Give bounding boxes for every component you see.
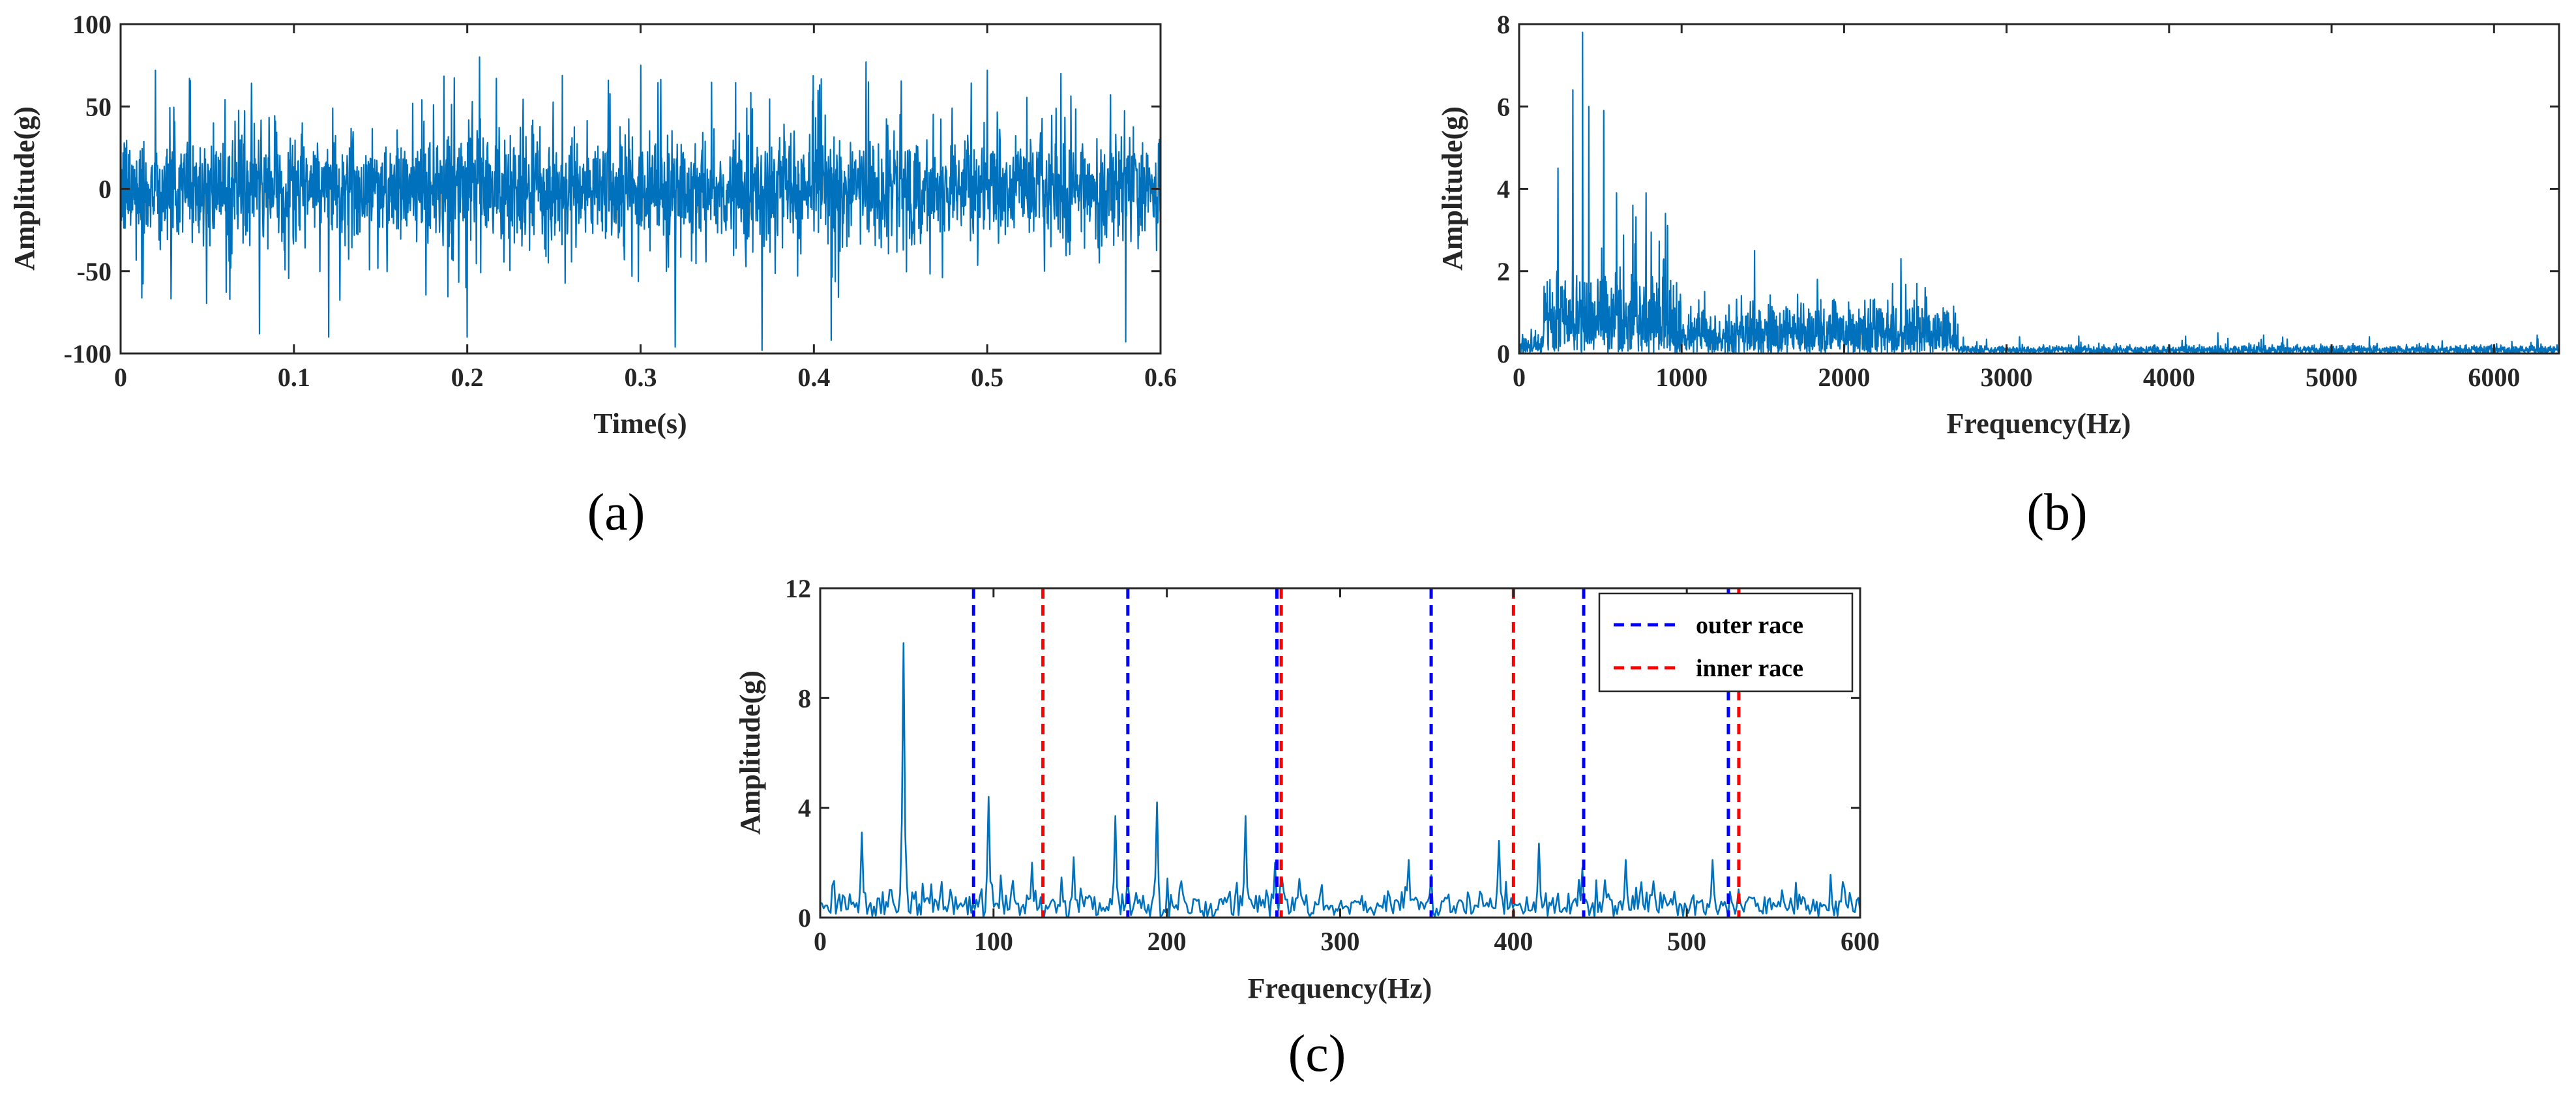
panel-c-legend: outer race inner race <box>1598 592 1854 693</box>
panel-a-xlabel: Time(s) <box>593 408 687 440</box>
panel-a-axes-frame <box>119 23 1162 355</box>
x-tick-label: 600 <box>1841 927 1880 956</box>
legend-label: outer race <box>1696 612 1803 639</box>
panel-a-signal-series <box>119 56 1162 352</box>
x-tick-label: 0 <box>114 363 127 392</box>
panel-a-caption: (a) <box>587 484 645 541</box>
y-tick-label: 100 <box>72 10 111 39</box>
panel-a-time-signal: 0 0.1 0.2 0.3 0.4 0.5 0.6 100 50 0 -50 -100 Time(s)… <box>8 10 1177 541</box>
panel-b-ticks: 0 1000 2000 3000 4000 5000 6000 8 6 4 2 0 <box>1497 10 2559 392</box>
spectrum-line <box>1518 31 2560 355</box>
y-tick-label: 8 <box>798 683 811 713</box>
y-tick-label: 6 <box>1497 92 1510 121</box>
y-tick-label: 0 <box>98 175 111 204</box>
panel-c-caption: (c) <box>1288 1025 1346 1083</box>
x-tick-label: 3000 <box>1981 363 2033 392</box>
panel-c-ylabel: Amplitude(g) <box>734 670 766 835</box>
x-tick-label: 0.4 <box>797 363 830 392</box>
panel-b-spectrum: 0 1000 2000 3000 4000 5000 6000 8 6 4 2 0 Frequency… <box>1436 10 2560 541</box>
x-tick-label: 6000 <box>2468 363 2520 392</box>
panel-b-spectrum-series <box>1518 31 2560 355</box>
y-tick-label: 0 <box>1497 339 1510 368</box>
x-tick-label: 500 <box>1667 927 1706 956</box>
y-tick-label: 4 <box>798 794 811 823</box>
x-tick-label: 5000 <box>2305 363 2358 392</box>
panel-a-ticks: 0 0.1 0.2 0.3 0.4 0.5 0.6 100 50 0 -50 -100 <box>64 10 1177 392</box>
x-tick-label: 0.1 <box>278 363 310 392</box>
y-tick-label: 4 <box>1497 175 1510 204</box>
x-tick-label: 0.5 <box>971 363 1003 392</box>
x-tick-label: 400 <box>1494 927 1533 956</box>
y-tick-label: 2 <box>1497 257 1510 286</box>
y-tick-label: 50 <box>85 92 111 121</box>
x-tick-label: 300 <box>1321 927 1360 956</box>
y-tick-label: -50 <box>77 257 111 286</box>
panel-b-caption: (b) <box>2026 484 2087 541</box>
x-tick-label: 0.2 <box>451 363 484 392</box>
panel-c-xlabel: Frequency(Hz) <box>1248 972 1432 1004</box>
x-tick-label: 0 <box>1513 363 1526 392</box>
x-tick-label: 4000 <box>2143 363 2195 392</box>
y-tick-label: 8 <box>1497 10 1510 39</box>
x-tick-label: 200 <box>1147 927 1187 956</box>
y-tick-label: -100 <box>64 339 111 368</box>
panel-c-axes-frame <box>819 587 1861 919</box>
x-tick-label: 0 <box>814 927 827 956</box>
y-tick-label: 12 <box>785 574 811 603</box>
panel-a-ylabel: Amplitude(g) <box>8 106 40 271</box>
panel-b-xlabel: Frequency(Hz) <box>1947 408 2131 440</box>
panel-b-ylabel: Amplitude(g) <box>1436 106 1468 271</box>
time-signal-line <box>119 56 1162 352</box>
x-tick-label: 0.3 <box>625 363 657 392</box>
y-tick-label: 0 <box>798 903 811 933</box>
legend-box <box>1598 592 1854 693</box>
x-tick-label: 1000 <box>1655 363 1708 392</box>
panel-c-envelope-spectrum: 0 100 200 300 400 500 600 12 8 4 0 outer race inner… <box>734 574 1880 1083</box>
panel-b-axes-frame <box>1518 23 2560 355</box>
x-tick-label: 2000 <box>1818 363 1870 392</box>
x-tick-label: 0.6 <box>1144 363 1177 392</box>
x-tick-label: 100 <box>974 927 1013 956</box>
legend-label: inner race <box>1696 655 1803 682</box>
